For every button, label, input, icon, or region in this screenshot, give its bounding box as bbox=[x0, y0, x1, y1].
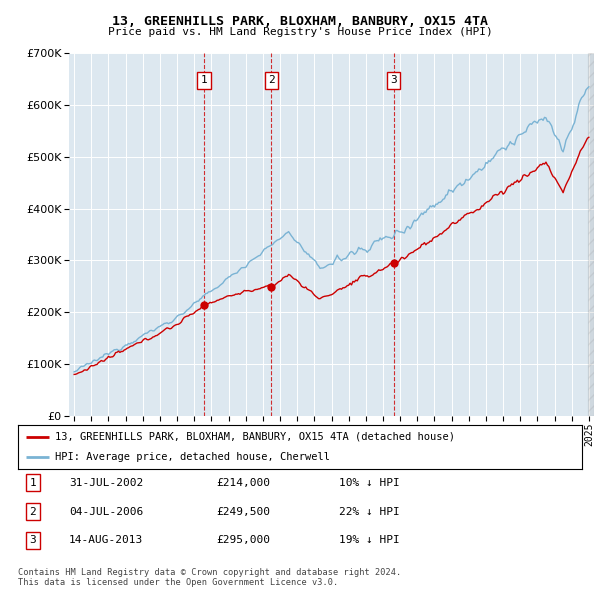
Text: 10% ↓ HPI: 10% ↓ HPI bbox=[339, 478, 400, 487]
Text: 13, GREENHILLS PARK, BLOXHAM, BANBURY, OX15 4TA: 13, GREENHILLS PARK, BLOXHAM, BANBURY, O… bbox=[112, 15, 488, 28]
Text: 04-JUL-2006: 04-JUL-2006 bbox=[69, 507, 143, 516]
Text: 2: 2 bbox=[268, 76, 275, 86]
Text: 2: 2 bbox=[29, 507, 37, 516]
Bar bbox=[588, 53, 594, 416]
Text: 1: 1 bbox=[201, 76, 208, 86]
Text: 22% ↓ HPI: 22% ↓ HPI bbox=[339, 507, 400, 516]
Text: 3: 3 bbox=[390, 76, 397, 86]
Text: 3: 3 bbox=[29, 536, 37, 545]
Text: 19% ↓ HPI: 19% ↓ HPI bbox=[339, 536, 400, 545]
Text: £295,000: £295,000 bbox=[216, 536, 270, 545]
Text: Price paid vs. HM Land Registry's House Price Index (HPI): Price paid vs. HM Land Registry's House … bbox=[107, 27, 493, 37]
Text: 1: 1 bbox=[29, 478, 37, 487]
Text: 31-JUL-2002: 31-JUL-2002 bbox=[69, 478, 143, 487]
Text: £249,500: £249,500 bbox=[216, 507, 270, 516]
Text: HPI: Average price, detached house, Cherwell: HPI: Average price, detached house, Cher… bbox=[55, 452, 329, 462]
Text: 14-AUG-2013: 14-AUG-2013 bbox=[69, 536, 143, 545]
Text: Contains HM Land Registry data © Crown copyright and database right 2024.
This d: Contains HM Land Registry data © Crown c… bbox=[18, 568, 401, 587]
Text: 13, GREENHILLS PARK, BLOXHAM, BANBURY, OX15 4TA (detached house): 13, GREENHILLS PARK, BLOXHAM, BANBURY, O… bbox=[55, 432, 455, 442]
Text: £214,000: £214,000 bbox=[216, 478, 270, 487]
